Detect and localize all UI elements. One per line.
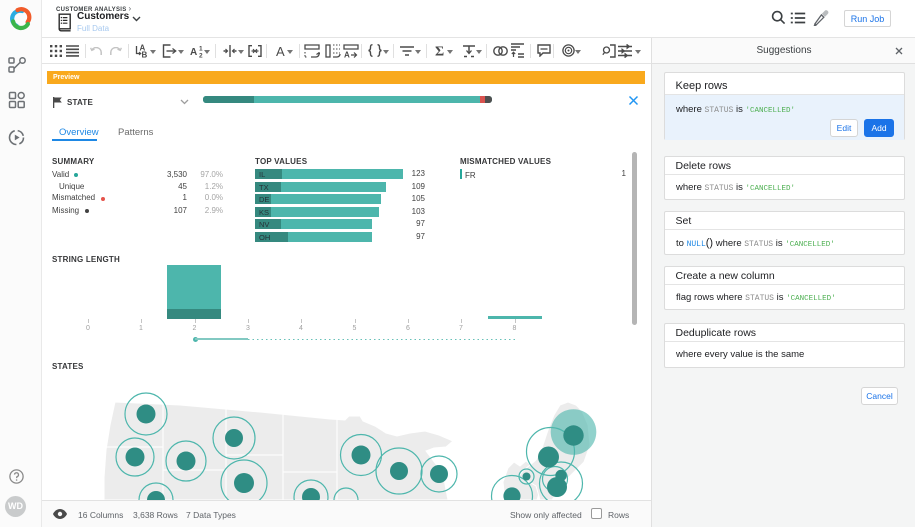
svg-text:1: 1 xyxy=(199,46,203,53)
svg-text:A: A xyxy=(276,44,285,57)
svg-text:Σ: Σ xyxy=(435,45,444,58)
svg-text:2: 2 xyxy=(199,53,203,59)
svg-text:B: B xyxy=(142,51,148,59)
svg-text:A: A xyxy=(190,47,197,58)
svg-text:A: A xyxy=(344,51,350,59)
svg-text:A: A xyxy=(140,44,146,53)
